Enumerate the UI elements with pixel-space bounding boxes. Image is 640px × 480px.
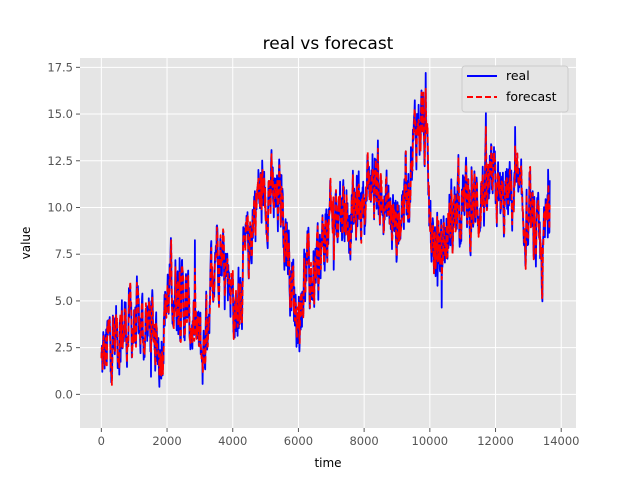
y-tick-label: 15.0	[47, 107, 73, 121]
x-tick-label: 4000	[218, 434, 247, 448]
y-tick-label: 12.5	[47, 154, 73, 168]
legend: real forecast	[461, 65, 569, 113]
x-axis-label: time	[314, 456, 341, 470]
y-ticks: 0.0 2.5 5.0 7.5 10.0 12.5 15.0 17.5	[47, 60, 80, 401]
series-lines	[100, 72, 551, 388]
y-tick-label: 5.0	[55, 294, 73, 308]
y-axis-label: value	[19, 227, 33, 260]
chart-title: real vs forecast	[263, 34, 394, 54]
x-tick-label: 6000	[284, 434, 313, 448]
y-tick-label: 7.5	[55, 247, 73, 261]
y-tick-label: 0.0	[55, 387, 73, 401]
grid	[80, 58, 576, 428]
x-tick-label: 2000	[152, 434, 181, 448]
y-tick-label: 17.5	[47, 60, 73, 74]
x-ticks: 0 2000 4000 6000 8000 10000 12000 14000	[98, 428, 580, 448]
series-line-forecast	[100, 87, 551, 386]
y-tick-label: 2.5	[55, 341, 73, 355]
x-tick-label: 10000	[412, 434, 449, 448]
y-tick-label: 10.0	[47, 200, 73, 214]
x-tick-label: 14000	[543, 434, 580, 448]
x-tick-label: 0	[98, 434, 105, 448]
legend-label-real: real	[506, 68, 530, 83]
legend-box	[461, 65, 569, 113]
legend-label-forecast: forecast	[506, 89, 557, 104]
x-tick-label: 12000	[477, 434, 514, 448]
x-tick-label: 8000	[349, 434, 378, 448]
